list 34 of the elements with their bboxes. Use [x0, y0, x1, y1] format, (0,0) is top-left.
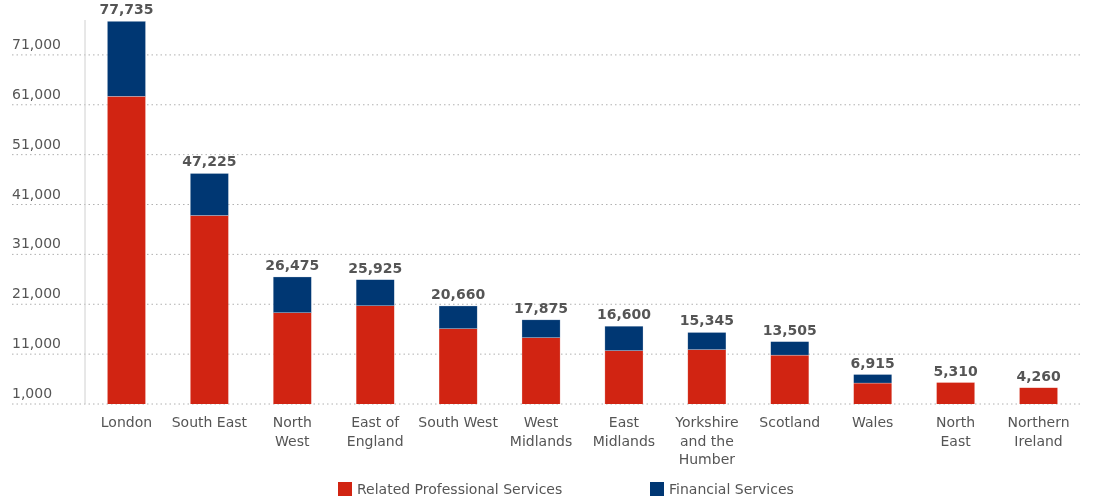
y-tick-label: 71,000	[12, 35, 61, 52]
y-tick-label: 51,000	[12, 135, 61, 152]
total-label: 13,505	[762, 321, 817, 338]
x-tick-label: South West	[418, 414, 499, 430]
total-label: 6,915	[850, 354, 895, 371]
y-tick-label: 61,000	[12, 85, 61, 102]
x-tick-label: Wales	[852, 414, 894, 430]
total-label: 17,875	[514, 299, 569, 316]
total-label: 16,600	[596, 306, 652, 323]
x-tick-label: North West	[272, 414, 312, 449]
x-tick-label: Scotland	[759, 414, 821, 430]
y-tick-label: 11,000	[12, 335, 61, 352]
x-tick-label: London	[100, 414, 153, 430]
total-label: 20,660	[431, 285, 486, 302]
legend-label: Financial Services	[669, 481, 794, 497]
x-tick-label: East of England	[346, 414, 404, 449]
total-label: 47,225	[182, 153, 237, 170]
y-tick-label: 1,000	[12, 385, 53, 401]
x-tick-label: Yorkshire and the Humber	[674, 414, 739, 467]
total-label: 77,735	[99, 1, 154, 18]
y-tick-label: 41,000	[12, 185, 61, 202]
x-tick-label: South East	[171, 414, 248, 430]
total-label: 5,310	[933, 362, 979, 379]
total-label: 25,925	[348, 259, 403, 276]
total-label: 4,260	[1016, 367, 1061, 384]
total-label: 15,345	[679, 312, 734, 329]
x-tick-label: West Midlands	[509, 414, 573, 449]
total-label: 26,475	[265, 256, 320, 273]
x-tick-label: Northern Ireland	[1007, 414, 1070, 449]
x-tick-label: East Midlands	[592, 414, 656, 449]
y-tick-label: 31,000	[12, 235, 61, 252]
y-tick-label: 21,000	[12, 285, 61, 302]
legend-label: Related Professional Services	[357, 481, 563, 497]
x-tick-label: North East	[936, 414, 976, 449]
